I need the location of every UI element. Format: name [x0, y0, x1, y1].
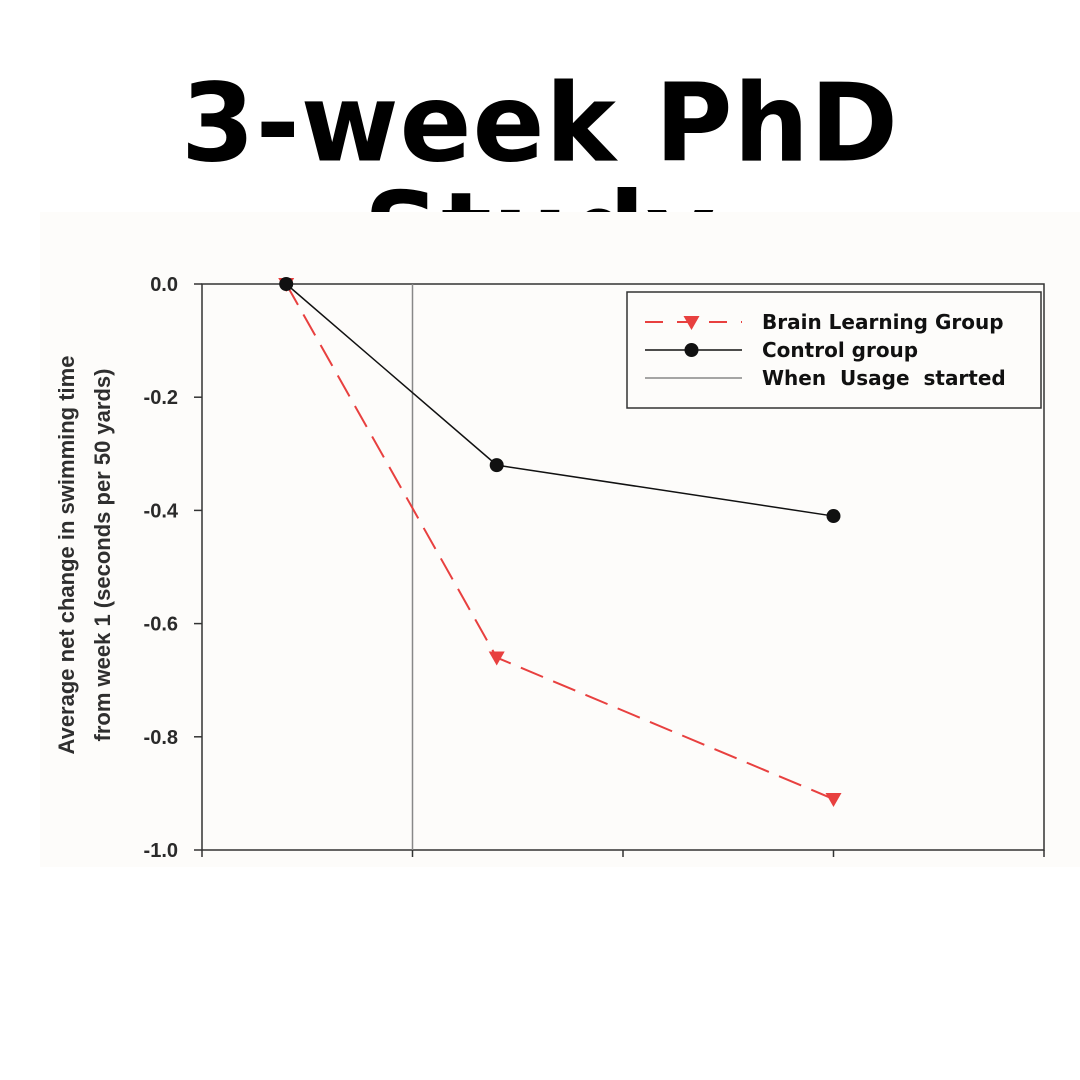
y-tick-label: -0.4 [144, 500, 179, 522]
line-chart: 0.0-0.2-0.4-0.6-0.8-1.0Week 1Week 2Week … [54, 274, 1045, 862]
axes: 0.0-0.2-0.4-0.6-0.8-1.0Week 1Week 2Week … [144, 274, 1045, 862]
data-point-circle [826, 509, 841, 524]
legend-swatch-marker [684, 343, 699, 357]
chart-panel: 0.0-0.2-0.4-0.6-0.8-1.0Week 1Week 2Week … [40, 212, 1080, 867]
y-axis-label-line: Average net change in swimming time [54, 356, 79, 755]
y-tick-label: -1.0 [144, 840, 178, 862]
legend: Brain Learning Group Control group When Us… [626, 291, 1042, 409]
y-axis-label: Average net change in swimming time from … [54, 356, 115, 755]
y-tick-label: 0.0 [150, 274, 178, 296]
legend-label: Control group [762, 338, 918, 362]
data-point-circle [279, 277, 294, 291]
y-axis-label-group: Average net change in swimming time from … [54, 356, 115, 755]
y-axis-label-line: from week 1 (seconds per 50 yards) [90, 369, 115, 742]
y-tick-label: -0.6 [144, 614, 178, 636]
y-tick-label: -0.8 [144, 727, 178, 749]
legend-swatch-marker [683, 316, 700, 330]
legend-label: When Usage started [762, 366, 1006, 390]
y-tick-label: -0.2 [144, 387, 178, 409]
data-point-circle [489, 458, 504, 473]
data-point-triangle [825, 793, 842, 808]
data-point-triangle [488, 651, 505, 666]
series-layer [278, 277, 842, 808]
legend-label: Brain Learning Group [762, 310, 1004, 334]
